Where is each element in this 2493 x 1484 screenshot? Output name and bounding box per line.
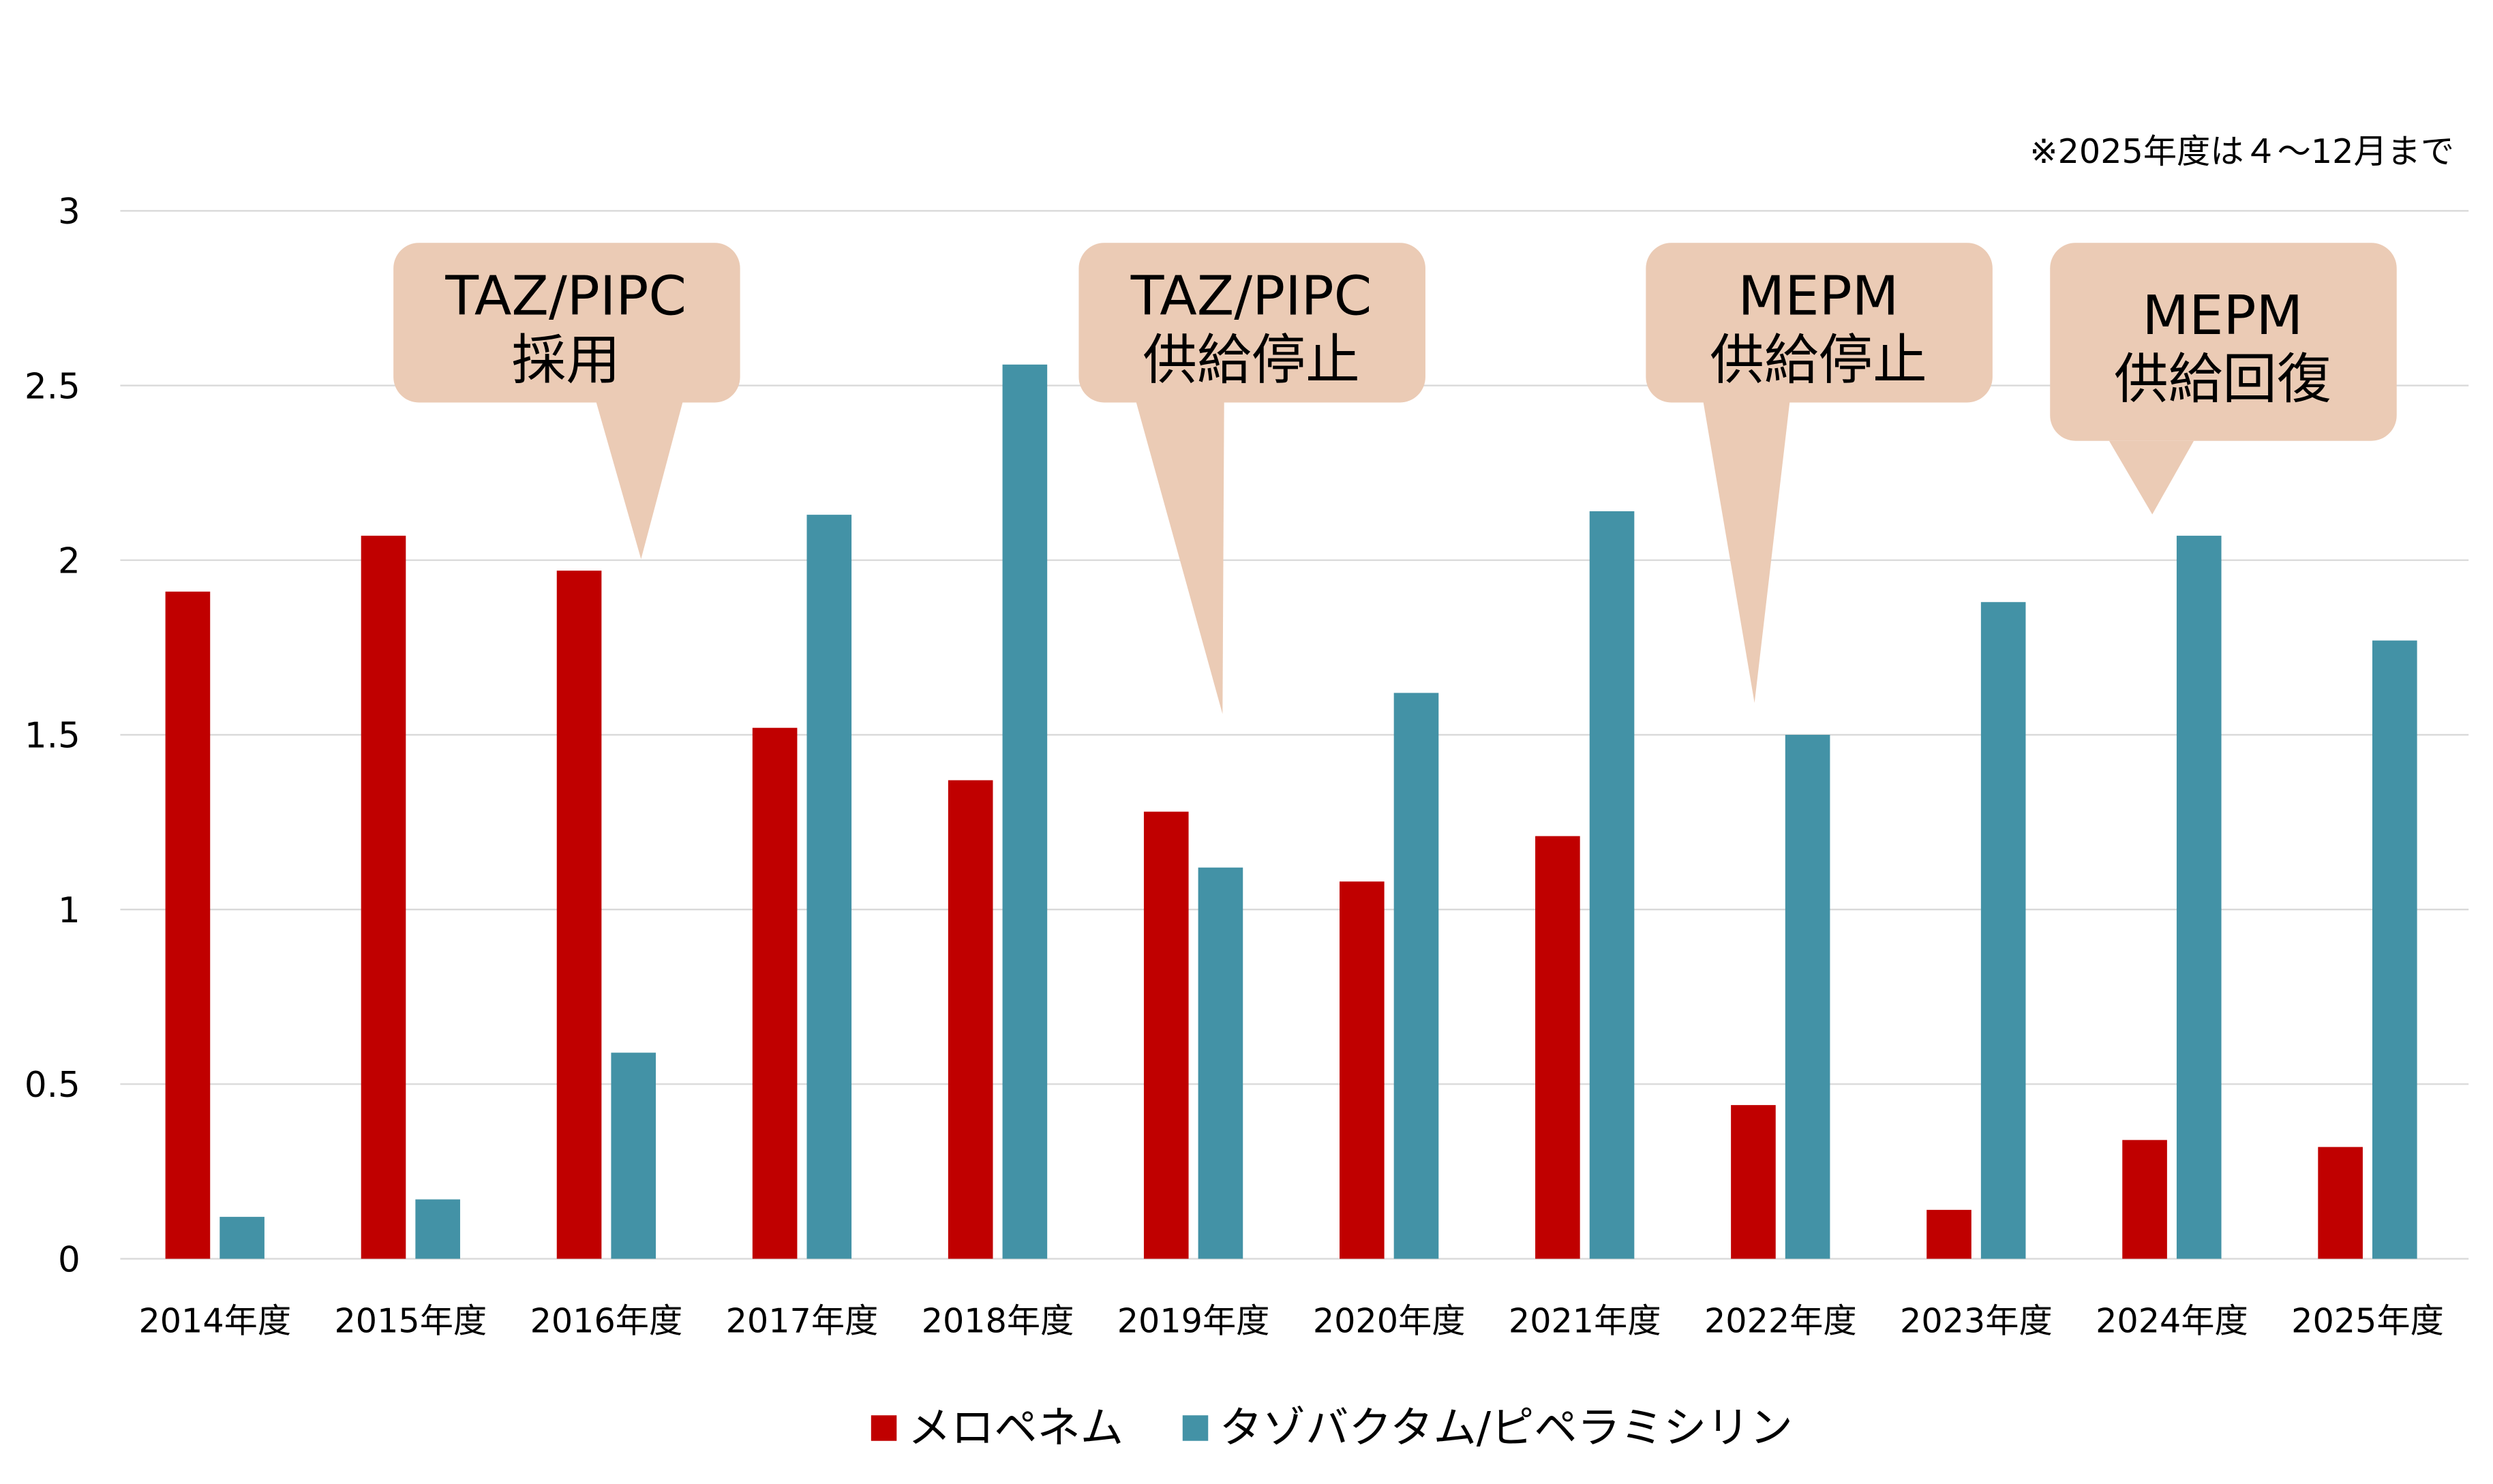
- callout-text: MEPM: [2142, 284, 2303, 347]
- bar-meropenem: [165, 591, 211, 1259]
- bar-meropenem: [1535, 836, 1580, 1259]
- y-axis-ticks: 0 0.5 1 1.5 2 2.5 3: [25, 192, 80, 1280]
- bar-tazpipc: [2176, 535, 2222, 1259]
- legend-label: メロペネム: [908, 1402, 1123, 1453]
- y-tick-label: 0.5: [25, 1065, 80, 1106]
- callout-text: MEPM: [1738, 264, 1899, 328]
- bar-meropenem: [1927, 1209, 1971, 1259]
- x-tick-label: 2021年度: [1509, 1301, 1661, 1340]
- bar-tazpipc: [611, 1053, 656, 1259]
- bar-meropenem: [752, 727, 798, 1259]
- bar-meropenem: [361, 535, 406, 1259]
- legend-label: タゾバクタム/ピペラミシリン: [1220, 1402, 1793, 1453]
- bar-tazpipc: [220, 1217, 265, 1259]
- bar-meropenem: [2318, 1147, 2363, 1259]
- bar-tazpipc: [415, 1199, 460, 1259]
- y-tick-label: 0: [58, 1239, 80, 1280]
- bars: [165, 364, 2417, 1259]
- callout-text: 供給回復: [2114, 348, 2331, 411]
- bar-meropenem: [1143, 811, 1189, 1259]
- x-axis-ticks: 2014年度 2015年度 2016年度 2017年度 2018年度 2019年度 2020…: [138, 1301, 2443, 1340]
- x-tick-label: 2023年度: [1900, 1301, 2053, 1340]
- bar-meropenem: [2122, 1140, 2167, 1259]
- bar-tazpipc: [2372, 640, 2417, 1259]
- y-tick-label: 2: [58, 541, 80, 581]
- bar-meropenem: [948, 780, 993, 1259]
- callout-text: TAZ/PIPC: [444, 264, 686, 328]
- y-tick-label: 1.5: [25, 716, 80, 757]
- bar-tazpipc: [1980, 602, 2026, 1259]
- y-tick-label: 1: [58, 890, 80, 931]
- callout-text: TAZ/PIPC: [1130, 264, 1372, 328]
- bar-tazpipc: [1393, 693, 1439, 1259]
- legend-swatch: [1182, 1415, 1209, 1441]
- bar-tazpipc: [1785, 734, 1830, 1259]
- bar-meropenem: [556, 571, 602, 1259]
- callout-text: 採用: [512, 328, 620, 391]
- bar-tazpipc: [806, 515, 852, 1259]
- y-tick-label: 2.5: [25, 366, 80, 407]
- callout-text: 供給停止: [1710, 328, 1927, 391]
- x-tick-label: 2025年度: [2291, 1301, 2444, 1340]
- x-tick-label: 2017年度: [726, 1301, 879, 1340]
- x-tick-label: 2020年度: [1313, 1301, 1466, 1340]
- x-tick-label: 2015年度: [335, 1301, 487, 1340]
- x-tick-label: 2014年度: [138, 1301, 291, 1340]
- bar-tazpipc: [1589, 511, 1635, 1259]
- note: ※2025年度は４～12月まで: [2029, 132, 2454, 171]
- bar-tazpipc: [1002, 364, 1048, 1259]
- legend-swatch: [871, 1415, 897, 1441]
- bar-tazpipc: [1198, 867, 1243, 1259]
- x-tick-label: 2024年度: [2096, 1301, 2248, 1340]
- legend: メロペネム タゾバクタム/ピペラミシリン: [871, 1402, 1793, 1453]
- x-tick-label: 2019年度: [1117, 1301, 1270, 1340]
- y-tick-label: 3: [58, 192, 80, 232]
- bar-meropenem: [1340, 881, 1385, 1259]
- x-tick-label: 2018年度: [922, 1301, 1074, 1340]
- x-tick-label: 2016年度: [530, 1301, 683, 1340]
- x-tick-label: 2022年度: [1704, 1301, 1857, 1340]
- callout-text: 供給停止: [1143, 328, 1360, 391]
- bar-meropenem: [1731, 1105, 1776, 1259]
